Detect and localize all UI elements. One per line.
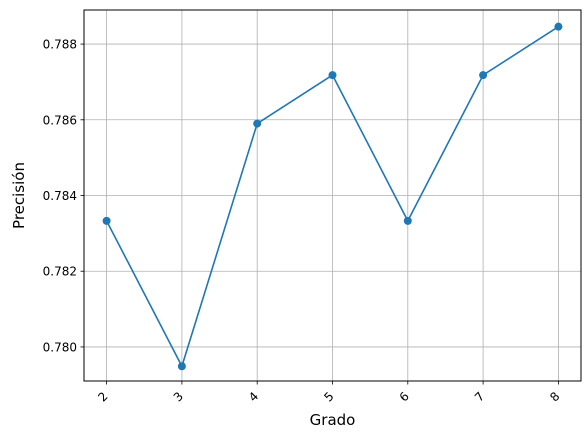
- series-layer: [102, 22, 563, 371]
- y-tick-label: 0.784: [43, 189, 77, 203]
- data-point: [328, 71, 337, 80]
- y-tick-label: 0.780: [43, 340, 77, 354]
- data-point: [554, 22, 563, 31]
- data-point: [177, 362, 186, 371]
- y-tick-label: 0.788: [43, 38, 77, 52]
- y-tick-label: 0.782: [43, 265, 77, 279]
- data-point: [102, 216, 111, 225]
- data-point: [253, 119, 262, 128]
- data-point: [479, 71, 488, 80]
- y-tick-label: 0.786: [43, 113, 77, 127]
- x-axis-label: Grado: [310, 411, 356, 429]
- y-axis-label: Precisión: [10, 162, 28, 229]
- data-point: [403, 216, 412, 225]
